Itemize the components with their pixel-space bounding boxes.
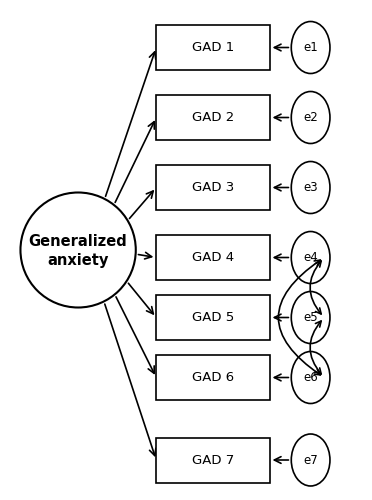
Text: e1: e1	[303, 41, 318, 54]
Ellipse shape	[20, 192, 136, 308]
Text: GAD 5: GAD 5	[192, 311, 234, 324]
Text: GAD 2: GAD 2	[192, 111, 234, 124]
Text: e3: e3	[303, 181, 318, 194]
Bar	[156, 25, 270, 70]
Ellipse shape	[291, 22, 330, 74]
Ellipse shape	[291, 434, 330, 486]
Bar	[156, 355, 270, 400]
Text: e5: e5	[303, 311, 318, 324]
Ellipse shape	[291, 292, 330, 344]
Text: e7: e7	[303, 454, 318, 466]
Text: anxiety: anxiety	[48, 254, 109, 268]
Text: GAD 3: GAD 3	[192, 181, 234, 194]
Text: e6: e6	[303, 371, 318, 384]
Text: GAD 6: GAD 6	[192, 371, 234, 384]
Bar	[156, 235, 270, 280]
Text: e4: e4	[303, 251, 318, 264]
Ellipse shape	[291, 162, 330, 214]
Bar	[156, 165, 270, 210]
Ellipse shape	[291, 92, 330, 144]
Bar	[156, 438, 270, 482]
Text: GAD 4: GAD 4	[192, 251, 234, 264]
Bar	[156, 295, 270, 340]
Text: GAD 7: GAD 7	[192, 454, 234, 466]
Ellipse shape	[291, 232, 330, 283]
Text: GAD 1: GAD 1	[192, 41, 234, 54]
Text: e2: e2	[303, 111, 318, 124]
Text: Generalized: Generalized	[29, 234, 128, 248]
Bar	[156, 95, 270, 140]
Ellipse shape	[291, 352, 330, 404]
